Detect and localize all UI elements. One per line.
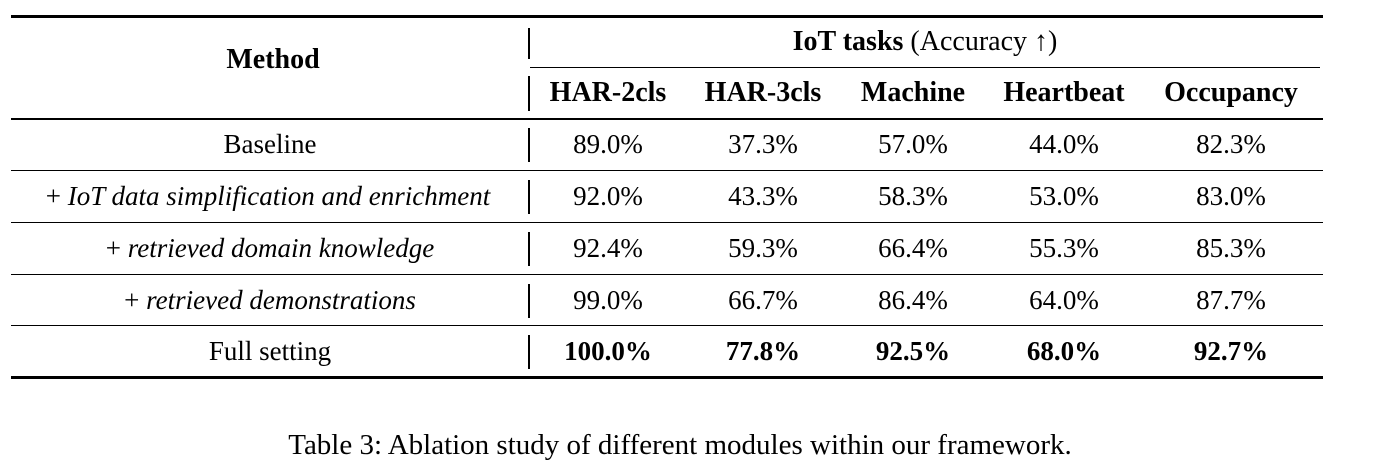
column-separator [528,232,530,266]
table-cell: 66.4% [878,233,948,263]
row-method-name: Full setting [208,336,332,366]
column-header: Machine [860,77,966,108]
table-cell: 43.3% [728,181,798,211]
row-method-prefix: + [45,181,68,211]
table-cell: 37.3% [728,129,798,159]
row-rule-1 [11,170,1323,171]
table-cell: 58.3% [878,181,948,211]
table-cell: 53.0% [1029,181,1099,211]
row-method-name: Baseline [223,129,317,159]
table-cell-best: 92.5% [875,336,951,366]
table-cell-best: 68.0% [1026,336,1102,366]
column-header: HAR-2cls [549,77,667,108]
row-method-prefix: + [105,233,128,263]
column-separator [528,180,530,214]
header-bottom-rule [11,118,1323,120]
table-cell: 89.0% [573,129,643,159]
group-header-title: IoT tasks [792,26,904,57]
table-cell: 86.4% [878,285,948,315]
table-cell: 87.7% [1196,285,1266,315]
table-top-rule [11,15,1323,18]
table-bottom-rule [11,376,1323,379]
table-cell: 82.3% [1196,129,1266,159]
table-cell: 92.0% [573,181,643,211]
row-rule-2 [11,222,1323,223]
row-method: Full setting [209,335,331,367]
table-cell-best: 100.0% [564,336,652,366]
column-separator [528,76,530,111]
column-separator [528,335,530,369]
table-caption: Table 3: Ablation study of different mod… [288,429,1072,461]
row-method: + IoT data simplification and enrichment [46,180,490,212]
row-method-name: retrieved demonstrations [146,285,416,315]
table-cell-best: 92.7% [1193,336,1269,366]
table-cell: 92.4% [573,233,643,263]
table-cell: 57.0% [878,129,948,159]
table-cell: 55.3% [1029,233,1099,263]
row-method-prefix: + [124,285,147,315]
column-header: HAR-3cls [704,77,822,108]
column-separator [528,28,530,59]
column-separator [528,284,530,318]
column-header: Heartbeat [1003,77,1125,108]
table-cell: 66.7% [728,285,798,315]
row-rule-3 [11,274,1323,275]
row-method: + retrieved domain knowledge [106,232,434,264]
column-header: Occupancy [1164,77,1298,108]
row-rule-4 [11,325,1323,326]
group-header: IoT tasks (Accuracy ↑) [793,26,1058,58]
table-cell: 99.0% [573,285,643,315]
table-cell: 64.0% [1029,285,1099,315]
group-header-rule [530,67,1320,68]
table-cell: 83.0% [1196,181,1266,211]
method-header: Method [226,44,320,75]
group-header-metric: (Accuracy ↑) [903,26,1058,57]
column-separator [528,128,530,162]
row-method-name: IoT data simplification and enrichment [67,181,491,211]
table-cell: 85.3% [1196,233,1266,263]
table-cell-best: 77.8% [725,336,801,366]
table-cell: 44.0% [1029,129,1099,159]
row-method-name: retrieved domain knowledge [127,233,435,263]
row-method: Baseline [224,128,317,160]
row-method: + retrieved demonstrations [124,284,416,316]
table-cell: 59.3% [728,233,798,263]
